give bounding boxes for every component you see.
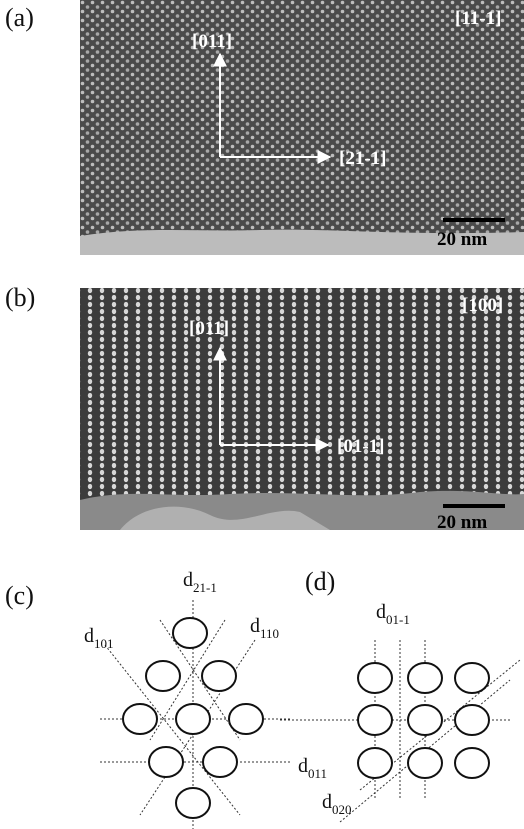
panel-label: (b) <box>5 283 35 312</box>
panel-a: (a) [11-1] [011] [21-1] 20 nm <box>5 0 524 255</box>
atom <box>123 704 157 734</box>
text-part: 01-1 <box>386 612 410 627</box>
atom <box>149 747 183 777</box>
spacing-label: d101 <box>84 625 114 651</box>
direction-label: [21-1] <box>339 148 386 169</box>
panel-label: (c) <box>5 581 34 610</box>
atom <box>229 704 263 734</box>
spacing-label: d020 <box>322 791 352 817</box>
atom <box>408 663 442 693</box>
scale-label: 20 nm <box>437 512 487 533</box>
atom <box>358 705 392 735</box>
panel-d: (d) d01-1 d011 d020 <box>280 567 520 822</box>
direction-label: [011] <box>189 318 229 339</box>
direction-label: [01-1] <box>337 436 384 457</box>
atom <box>455 748 489 778</box>
figure: (a) [11-1] [011] [21-1] 20 nm (b) [100] … <box>0 0 524 829</box>
spacing-label: d011 <box>298 755 327 781</box>
tem-image <box>80 0 524 255</box>
scale-label: 20 nm <box>437 229 487 250</box>
text-part: d <box>84 625 94 647</box>
text-part: 110 <box>260 626 279 641</box>
text-part: d <box>376 601 386 623</box>
panel-label: (d) <box>305 567 335 596</box>
atom <box>358 748 392 778</box>
spacing-label: d01-1 <box>376 601 410 627</box>
text-part: 020 <box>332 802 352 817</box>
panel-c: (c) d21-1 d101 d110 <box>5 569 290 829</box>
atom <box>202 661 236 691</box>
text-part: d <box>250 615 260 637</box>
text-part: d <box>298 755 308 777</box>
atom <box>455 663 489 693</box>
text-part: 101 <box>94 636 114 651</box>
atom <box>173 618 207 648</box>
atom <box>408 748 442 778</box>
text-part: d <box>322 791 332 813</box>
atom <box>146 661 180 691</box>
text-part: 011 <box>308 766 327 781</box>
panel-b: (b) [100] [011] [01-1] 20 nm <box>5 283 524 533</box>
atom <box>176 704 210 734</box>
atom <box>408 705 442 735</box>
direction-label: [011] <box>192 31 232 52</box>
atom <box>176 788 210 818</box>
spacing-label: d21-1 <box>183 569 217 595</box>
atom <box>203 747 237 777</box>
atom <box>358 663 392 693</box>
atom <box>455 705 489 735</box>
text-part: d <box>183 569 193 591</box>
panel-label: (a) <box>5 3 34 32</box>
text-part: 21-1 <box>193 580 217 595</box>
zone-axis: [11-1] <box>455 8 501 29</box>
spacing-label: d110 <box>250 615 279 641</box>
zone-axis: [100] <box>462 295 503 316</box>
